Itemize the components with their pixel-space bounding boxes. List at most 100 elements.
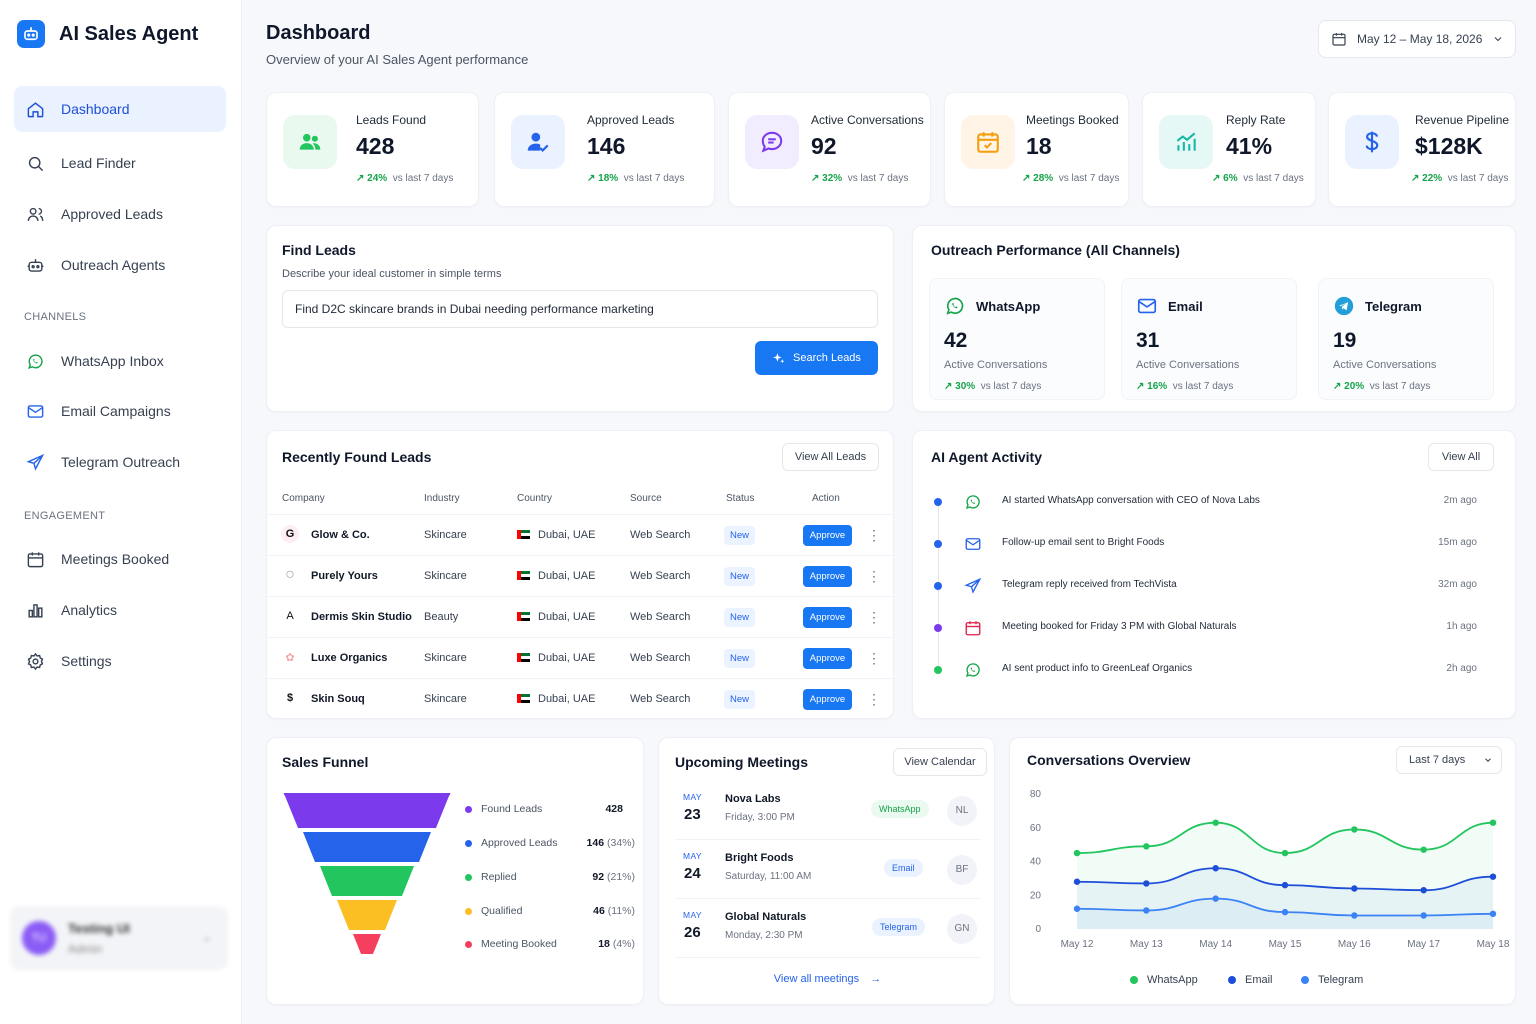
data-point-whatsapp xyxy=(1143,843,1150,850)
sidebar-item-dashboard[interactable]: Dashboard xyxy=(14,86,226,132)
activity-item[interactable]: AI sent product info to GreenLeaf Organi… xyxy=(913,649,1513,691)
sidebar-item-lead-finder[interactable]: Lead Finder xyxy=(14,140,226,186)
lead-search-input[interactable]: Find D2C skincare brands in Dubai needin… xyxy=(282,290,878,328)
meeting-day: 23 xyxy=(684,806,701,823)
channel-change: ↗ 20% vs last 7 days xyxy=(1333,381,1431,392)
meeting-time: Monday, 2:30 PM xyxy=(725,930,803,941)
channel-name: Email xyxy=(1168,298,1203,314)
funnel-graphic xyxy=(283,793,451,954)
view-calendar-button[interactable]: View Calendar xyxy=(893,748,987,776)
channel-card-whatsapp[interactable]: WhatsApp 42 Active Conversations ↗ 30% v… xyxy=(929,278,1105,400)
data-point-telegram xyxy=(1281,908,1289,916)
more-options-icon[interactable]: ⋮ xyxy=(867,568,881,584)
approve-button[interactable]: Approve xyxy=(803,648,852,669)
avatar: NL xyxy=(947,796,977,826)
meeting-item[interactable]: MAY 26 Global Naturals Monday, 2:30 PM T… xyxy=(675,899,981,958)
range-select[interactable]: Last 7 days xyxy=(1396,746,1502,774)
sidebar-item-analytics[interactable]: Analytics xyxy=(14,587,226,633)
table-row[interactable]: G Glow & Co. Skincare Dubai, UAE Web Sea… xyxy=(267,514,893,555)
sidebar-item-telegram-outreach[interactable]: Telegram Outreach xyxy=(14,439,226,485)
stat-value: 41% xyxy=(1226,133,1273,159)
chevron-down-icon xyxy=(1495,37,1502,42)
activity-item[interactable]: Follow-up email sent to Bright Foods 15m… xyxy=(913,523,1513,565)
sidebar-item-approved-leads[interactable]: Approved Leads xyxy=(14,191,226,237)
table-row[interactable]: A Dermis Skin Studio Beauty Dubai, UAE W… xyxy=(267,596,893,637)
meeting-item[interactable]: MAY 23 Nova Labs Friday, 3:00 PM WhatsAp… xyxy=(675,781,981,840)
mail-icon xyxy=(1137,298,1157,314)
table-row[interactable]: $ Skin Souq Skincare Dubai, UAE Web Sear… xyxy=(267,678,893,719)
activity-item[interactable]: Telegram reply received from TechVista 3… xyxy=(913,565,1513,607)
data-point-email xyxy=(1489,873,1497,880)
stat-value: 146 xyxy=(587,133,626,159)
channel-card-telegram[interactable]: Telegram 19 Active Conversations ↗ 20% v… xyxy=(1318,278,1494,400)
search-leads-button[interactable]: Search Leads xyxy=(755,341,878,375)
sidebar-item-whatsapp-inbox[interactable]: WhatsApp Inbox xyxy=(14,338,226,384)
more-options-icon[interactable]: ⋮ xyxy=(867,650,881,666)
channel-tag: WhatsApp xyxy=(871,800,929,818)
activity-item[interactable]: AI started WhatsApp conversation with CE… xyxy=(913,481,1513,523)
meeting-item[interactable]: MAY 24 Bright Foods Saturday, 11:00 AM E… xyxy=(675,840,981,899)
uae-flag-icon xyxy=(517,571,530,580)
stat-card-reply-rate: Reply Rate 41% ↗ 6% vs last 7 days xyxy=(1142,92,1316,207)
search-icon xyxy=(28,156,44,171)
approve-button[interactable]: Approve xyxy=(803,607,852,628)
source: Web Search xyxy=(630,652,691,664)
sidebar-item-email-campaigns[interactable]: Email Campaigns xyxy=(14,388,226,434)
stat-card-revenue-pipeline: Revenue Pipeline $128K ↗ 22% vs last 7 d… xyxy=(1328,92,1516,207)
conversations-line-chart: 0 20 40 60 80 May 12 May 13 May 14 May 15 May 16 M… xyxy=(1030,789,1510,950)
x-tick-label: May 13 xyxy=(1130,939,1163,950)
more-options-icon[interactable]: ⋮ xyxy=(867,691,881,707)
view-all-activity-button[interactable]: View All xyxy=(1428,443,1494,471)
meeting-month: MAY xyxy=(683,851,702,861)
timeline-dot xyxy=(934,624,942,632)
sidebar-item-settings[interactable]: Settings xyxy=(14,638,226,684)
more-options-icon[interactable]: ⋮ xyxy=(867,609,881,625)
brand[interactable]: AI Sales Agent xyxy=(17,20,198,48)
conversations-overview-card: Conversations Overview Last 7 days 0 20 40… xyxy=(1009,737,1516,1005)
sparkle-icon xyxy=(773,352,785,363)
sidebar-item-meetings-booked[interactable]: Meetings Booked xyxy=(14,536,226,582)
company-logo: A xyxy=(286,610,294,622)
activity-text: AI sent product info to GreenLeaf Organi… xyxy=(1002,663,1193,674)
sidebar-item-label: Dashboard xyxy=(61,101,130,117)
y-tick-label: 60 xyxy=(1030,823,1042,834)
table-row[interactable]: ✿ Luxe Organics Skincare Dubai, UAE Web … xyxy=(267,637,893,678)
series-area-email xyxy=(1077,868,1493,929)
mail-icon xyxy=(27,404,44,418)
stat-card-active-conversations: Active Conversations 92 ↗ 32% vs last 7 … xyxy=(728,92,931,207)
series-area-whatsapp xyxy=(1077,822,1493,929)
funnel-legend-item: Found Leads 428 xyxy=(465,801,635,821)
users-icon xyxy=(283,115,337,169)
activity-text: Follow-up email sent to Bright Foods xyxy=(1002,537,1165,548)
whatsapp-icon xyxy=(28,353,43,369)
view-all-meetings-link[interactable]: View all meetings → xyxy=(773,973,882,985)
company-name: Luxe Organics xyxy=(311,652,388,664)
industry: Beauty xyxy=(424,611,459,623)
more-options-icon[interactable]: ⋮ xyxy=(867,527,881,543)
approve-button[interactable]: Approve xyxy=(803,525,852,546)
chevron-down-icon xyxy=(1485,758,1492,762)
avatar: GN xyxy=(947,914,977,944)
user-menu[interactable]: TU Testing UI Admin ⌄ xyxy=(10,906,228,970)
company-logo: ○ xyxy=(285,566,295,583)
sidebar-item-outreach-agents[interactable]: Outreach Agents xyxy=(14,242,226,288)
channel-card-email[interactable]: Email 31 Active Conversations ↗ 16% vs l… xyxy=(1121,278,1297,400)
date-range-picker[interactable]: May 12 – May 18, 2026 xyxy=(1318,20,1516,58)
table-row[interactable]: ○ Purely Yours Skincare Dubai, UAE Web S… xyxy=(267,555,893,596)
company-name: Glow & Co. xyxy=(311,529,370,541)
avatar: TU xyxy=(22,921,56,955)
funnel-legend-item: Replied 92 (21%) xyxy=(465,869,635,889)
page-title: Dashboard xyxy=(266,22,371,44)
approve-button[interactable]: Approve xyxy=(803,689,852,710)
x-tick-label: May 15 xyxy=(1269,939,1302,950)
app-name: AI Sales Agent xyxy=(59,22,199,45)
view-all-leads-button[interactable]: View All Leads xyxy=(782,443,879,471)
uae-flag-icon xyxy=(517,653,530,662)
data-point-whatsapp xyxy=(1212,819,1219,826)
chat-icon xyxy=(745,115,799,169)
user-check-icon xyxy=(511,115,565,169)
activity-item[interactable]: Meeting booked for Friday 3 PM with Glob… xyxy=(913,607,1513,649)
approve-button[interactable]: Approve xyxy=(803,566,852,587)
stat-value: 428 xyxy=(356,133,395,159)
channel-change: ↗ 16% vs last 7 days xyxy=(1136,381,1234,392)
